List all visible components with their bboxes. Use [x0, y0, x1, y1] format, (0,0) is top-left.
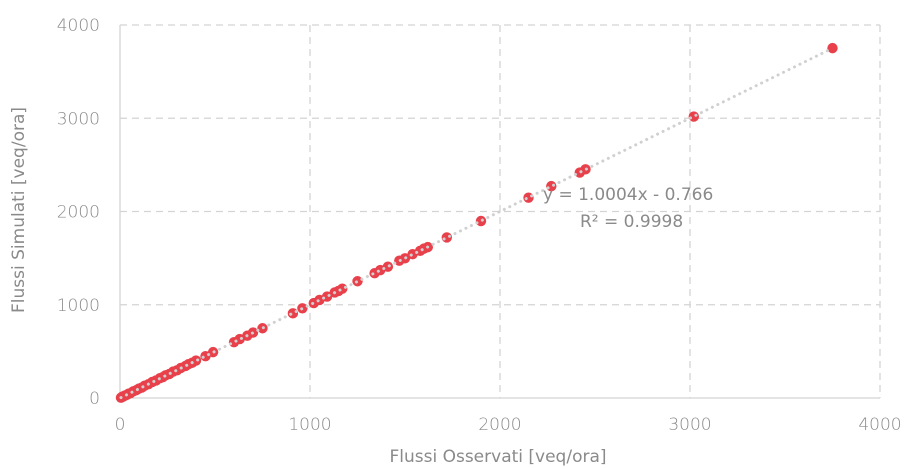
- data-point: [382, 261, 394, 272]
- x-tick-label: 3000: [668, 415, 711, 435]
- y-axis-title: Flussi Simulati [veq/ora]: [9, 107, 29, 313]
- equation-label: y = 1.0004x - 0.766: [543, 185, 713, 205]
- y-tick-label: 1000: [57, 296, 100, 316]
- y-tick-label: 3000: [57, 109, 100, 129]
- data-point: [827, 42, 838, 54]
- x-tick-label: 0: [115, 415, 126, 435]
- data-point: [287, 308, 299, 319]
- x-axis-ticks: 0 1000 2000 3000 4000: [115, 415, 902, 435]
- data-point: [475, 215, 487, 227]
- x-tick-label: 2000: [478, 415, 521, 435]
- data-point: [190, 355, 202, 366]
- y-tick-label: 2000: [57, 203, 100, 223]
- x-tick-label: 4000: [858, 415, 901, 435]
- x-axis-title: Flussi Osservati [veq/ora]: [389, 447, 606, 467]
- y-tick-label: 0: [89, 389, 100, 409]
- trendline: [119, 46, 834, 400]
- r2-label: R² = 0.9998: [580, 212, 683, 232]
- y-tick-label: 4000: [57, 16, 100, 36]
- y-axis-ticks: 0 1000 2000 3000 4000: [57, 16, 100, 409]
- x-tick-label: 1000: [288, 415, 331, 435]
- data-point: [523, 192, 534, 203]
- gridlines: [119, 24, 881, 399]
